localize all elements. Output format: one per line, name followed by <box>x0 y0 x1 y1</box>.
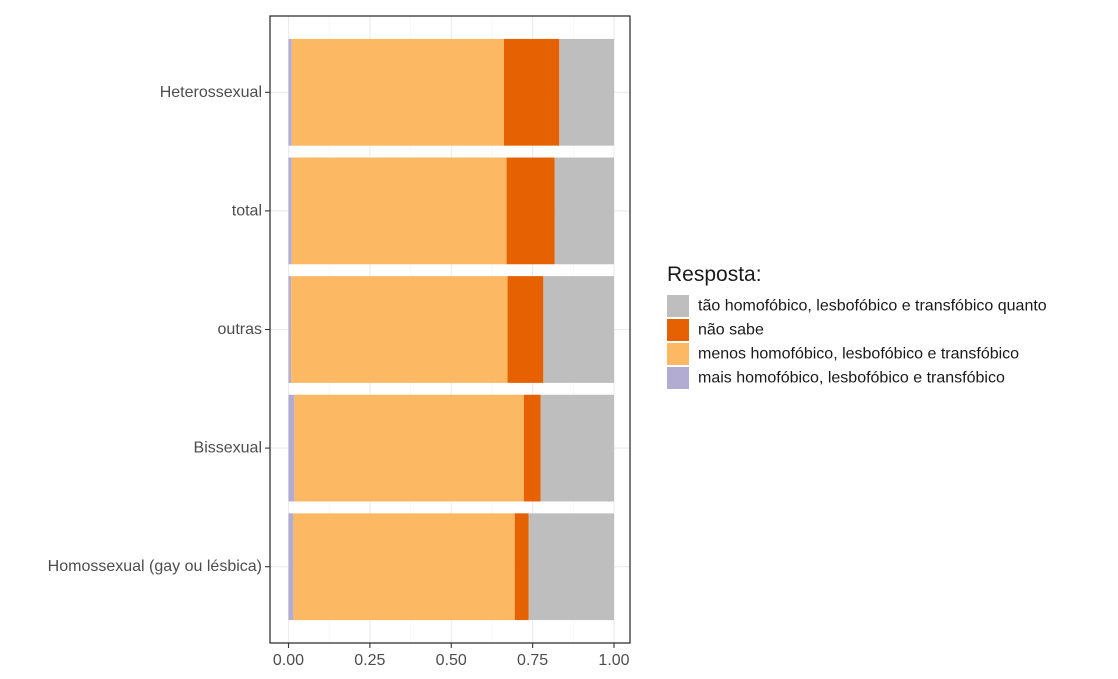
legend-label: não sabe <box>698 322 764 339</box>
legend-label: menos homofóbico, lesbofóbico e transfób… <box>698 346 1019 363</box>
bar-segment <box>523 394 541 502</box>
legend-key <box>667 343 689 365</box>
bar-segment <box>543 276 614 383</box>
bar-segment <box>288 38 292 146</box>
bar-segment <box>559 38 614 146</box>
y-tick-label: total <box>232 202 262 219</box>
bar-segment <box>288 276 292 383</box>
y-tick-label: Homossexual (gay ou lésbica) <box>48 558 262 575</box>
bar-segment <box>503 38 560 146</box>
y-tick-label: Heterossexual <box>160 84 262 101</box>
bar-segment <box>293 513 515 621</box>
legend-key <box>667 295 689 317</box>
y-tick-label: Bissexual <box>194 440 262 457</box>
bar-segment <box>291 38 504 146</box>
bar-segment <box>554 157 614 265</box>
x-tick-label: 0.00 <box>273 652 304 669</box>
x-tick-label: 0.25 <box>354 652 385 669</box>
legend: Resposta: tão homofóbico, lesbofóbico e t… <box>667 263 1047 389</box>
bar-segment <box>288 157 292 265</box>
y-axis: Homossexual (gay ou lésbica) Bissexual out… <box>48 84 270 575</box>
y-tick-label: outras <box>218 321 262 338</box>
bar-segment <box>540 394 614 502</box>
bar-segment <box>288 513 294 621</box>
bars <box>288 38 614 621</box>
bar-segment <box>291 276 508 383</box>
x-axis: 0.00 0.25 0.50 0.75 1.00 <box>273 643 630 669</box>
x-tick-label: 1.00 <box>598 652 629 669</box>
bar-segment <box>294 394 524 502</box>
bar-segment <box>528 513 614 621</box>
legend-key <box>667 319 689 341</box>
bar-segment <box>514 513 529 621</box>
x-tick-label: 0.50 <box>436 652 467 669</box>
bar-segment <box>506 157 555 265</box>
bar-segment <box>507 276 544 383</box>
legend-key <box>667 367 689 389</box>
legend-label: tão homofóbico, lesbofóbico e transfóbic… <box>698 298 1047 315</box>
legend-title: Resposta: <box>667 263 762 286</box>
x-tick-label: 0.75 <box>517 652 548 669</box>
bar-segment <box>288 394 295 502</box>
bar-segment <box>291 157 507 265</box>
legend-label: mais homofóbico, lesbofóbico e transfóbi… <box>698 370 1005 387</box>
